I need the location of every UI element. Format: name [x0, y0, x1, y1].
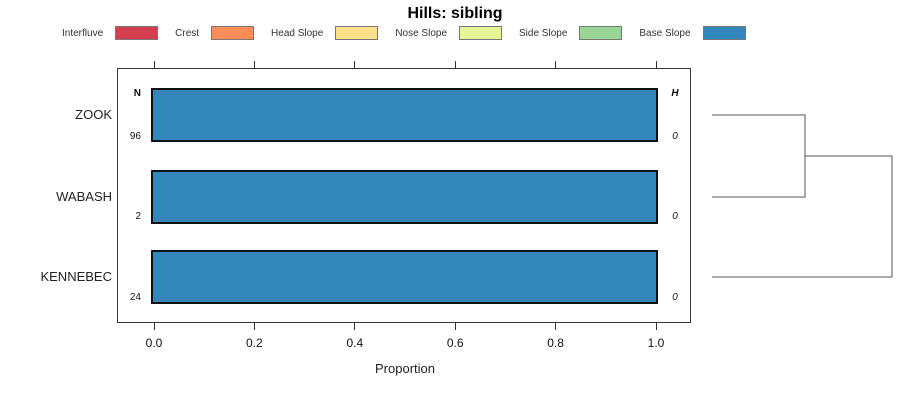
x-tick-label: 0.4: [346, 336, 364, 350]
bar-kennebec: [151, 250, 658, 304]
y-axis-label-zook: ZOOK: [75, 107, 112, 122]
legend-swatch-interfluve: [115, 26, 159, 40]
legend-item-head-slope: Head Slope: [271, 26, 379, 40]
x-axis-tick-bottom: [153, 323, 155, 330]
x-axis-tick-bottom: [253, 323, 255, 330]
x-axis-tick-top: [655, 61, 657, 68]
n-value-wabash: 2: [135, 211, 141, 222]
bar-segment-base-slope: [153, 252, 656, 302]
n-value-zook: 96: [129, 131, 141, 142]
legend-item-nose-slope: Nose Slope: [395, 26, 503, 40]
x-axis-tick-bottom: [454, 323, 456, 330]
x-axis-tick-bottom: [354, 323, 356, 330]
legend-label: Crest: [175, 27, 200, 39]
h-column-header: H: [671, 88, 679, 99]
x-axis-tick-top: [354, 61, 356, 68]
legend-item-crest: Crest: [175, 26, 255, 40]
bar-segment-base-slope: [153, 172, 656, 222]
legend-swatch-head-slope: [335, 26, 379, 40]
legend-swatch-nose-slope: [459, 26, 503, 40]
chart-title: Hills: sibling: [407, 5, 503, 22]
x-tick-label: 0.0: [145, 336, 163, 350]
x-tick-label: 0.6: [446, 336, 464, 350]
n-column-header: N: [133, 88, 141, 99]
n-value-kennebec: 24: [129, 292, 141, 303]
h-value-zook: 0: [672, 131, 678, 142]
x-axis-title: Proportion: [375, 361, 435, 376]
bar-zook: [151, 88, 658, 142]
h-value-kennebec: 0: [672, 292, 678, 303]
x-tick-label: 0.2: [246, 336, 263, 350]
bar-segment-base-slope: [153, 90, 656, 140]
x-axis-tick-bottom: [555, 323, 557, 330]
y-axis-label-kennebec: KENNEBEC: [40, 269, 112, 284]
x-axis-tick-top: [454, 61, 456, 68]
dendrogram-lines: [712, 114, 893, 278]
x-tick-label: 1.0: [647, 336, 665, 350]
legend-label: Nose Slope: [395, 27, 448, 39]
legend-swatch-crest: [211, 26, 255, 40]
legend-item-side-slope: Side Slope: [519, 26, 623, 40]
x-axis-tick-bottom: [655, 323, 657, 330]
bar-wabash: [151, 170, 658, 224]
x-axis-tick-top: [555, 61, 557, 68]
legend-label: Head Slope: [271, 27, 324, 39]
legend-item-interfluve: Interfluve: [62, 26, 159, 40]
legend-swatch-side-slope: [579, 26, 623, 40]
legend-swatch-base-slope: [702, 26, 746, 40]
x-tick-label: 0.8: [547, 336, 564, 350]
legend: Interfluve Crest Head Slope Nose Slope S…: [62, 26, 746, 40]
y-axis-label-wabash: WABASH: [56, 189, 112, 204]
legend-label: Interfluve: [62, 27, 104, 39]
legend-label: Side Slope: [519, 27, 568, 39]
x-axis-tick-top: [253, 61, 255, 68]
legend-item-base-slope: Base Slope: [639, 26, 746, 40]
legend-label: Base Slope: [639, 27, 691, 39]
h-value-wabash: 0: [672, 211, 678, 222]
x-axis-tick-top: [153, 61, 155, 68]
